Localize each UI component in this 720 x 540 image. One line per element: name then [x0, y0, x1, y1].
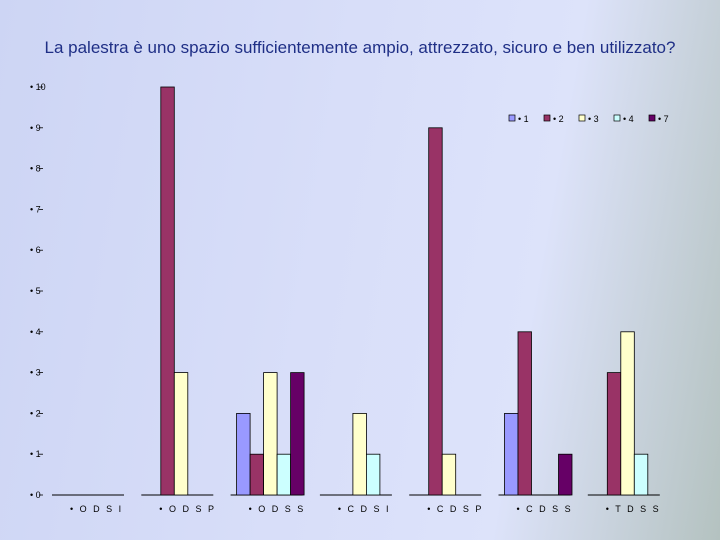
legend-label: • 7 — [658, 114, 669, 124]
bar — [173, 372, 189, 496]
bar — [504, 412, 519, 496]
y-tick-label: • 6 — [30, 245, 41, 255]
bar — [558, 453, 573, 496]
legend-swatch — [578, 114, 586, 122]
legend-swatch — [613, 114, 621, 122]
legend-label: • 2 — [553, 114, 564, 124]
y-tick-label: • 0 — [30, 490, 41, 500]
legend-label: • 1 — [518, 114, 529, 124]
x-tick-label: • C D S I — [338, 504, 391, 514]
legend-swatch — [543, 114, 551, 122]
y-tick-label: • 1 — [30, 449, 41, 459]
bar — [276, 453, 292, 496]
y-tick-label: • 3 — [30, 368, 41, 378]
bar — [290, 372, 305, 496]
legend-label: • 4 — [623, 114, 634, 124]
x-tick-label: • O D S I — [70, 504, 123, 514]
bar — [160, 86, 175, 496]
legend-swatch — [648, 114, 656, 122]
y-axis-ticks: • 0 • 1 • 2 • 3 • 4 • 5 • 6 • 7 • 8 • 9 • 10 — [30, 82, 46, 500]
bar — [517, 331, 532, 496]
legend-swatch — [508, 114, 516, 122]
x-tick-label: • T D S S — [606, 504, 661, 514]
y-tick-label: • 5 — [30, 286, 41, 296]
bars-group — [52, 86, 660, 496]
y-tick-label: • 10 — [30, 82, 46, 92]
x-axis-labels: • O D S I • O D S P • O D S S • C D S I • C … — [70, 504, 661, 514]
bar — [441, 453, 457, 496]
x-tick-label: • C D S P — [427, 504, 483, 514]
y-tick-label: • 2 — [30, 408, 41, 418]
bar — [352, 412, 367, 496]
x-tick-label: • O D S S — [249, 504, 306, 514]
y-tick-label: • 8 — [30, 164, 41, 174]
y-tick-label: • 9 — [30, 123, 41, 133]
legend-label: • 3 — [588, 114, 599, 124]
y-tick-label: • 4 — [30, 327, 41, 337]
bar — [236, 412, 251, 496]
bar — [365, 453, 381, 496]
bar — [606, 372, 622, 496]
bar — [249, 453, 265, 496]
chart-title: La palestra è uno spazio sufficientement… — [44, 38, 676, 57]
x-tick-label: • O D S P — [159, 504, 216, 514]
bar — [620, 331, 635, 496]
bar — [263, 372, 278, 496]
bar — [633, 453, 649, 496]
x-tick-label: • C D S S — [517, 504, 573, 514]
legend: • 1 • 2 • 3 • 4 • 7 — [508, 114, 669, 124]
bar — [428, 127, 443, 496]
y-tick-label: • 7 — [30, 204, 41, 214]
